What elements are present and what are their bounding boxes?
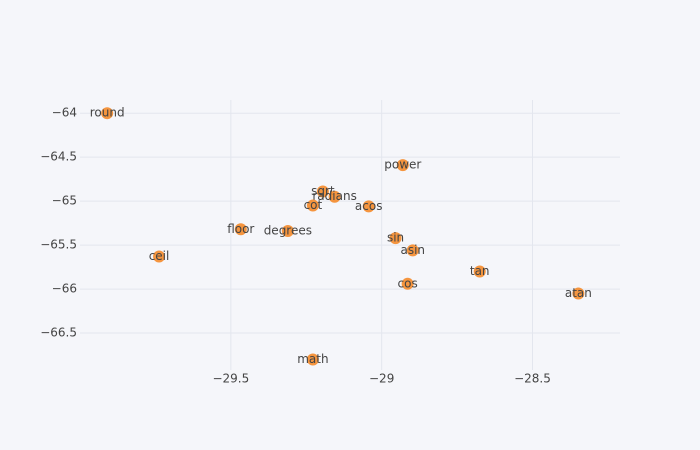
point-label: acos [355,199,383,213]
point [362,200,375,213]
point-label: cos [398,276,418,290]
point-label: ceil [149,249,170,263]
point [401,277,414,290]
point [306,353,319,366]
point-label: degrees [264,224,312,238]
x-tick-label: −29 [369,372,394,386]
point-label: math [297,352,328,366]
point [306,199,319,212]
point [316,185,329,198]
y-tick-label: −64 [52,106,77,120]
x-tick-label: −28.5 [514,372,551,386]
point [473,265,486,278]
point-label: radians [312,189,356,203]
point [396,159,409,172]
point-label: sin [387,231,404,245]
y-tick-label: −65.5 [40,238,77,252]
point-label: atan [565,286,592,300]
y-tick-label: −66.5 [40,326,77,340]
point [101,107,114,120]
point [234,223,247,236]
point-label: floor [227,222,254,236]
x-tick-label: −29.5 [212,372,249,386]
point-label: tan [470,264,490,278]
point [281,225,294,238]
y-tick-label: −65 [52,194,77,208]
point [406,244,419,257]
point-label: asin [400,243,425,257]
point [328,190,341,203]
y-tick-label: −66 [52,282,77,296]
point-label: power [384,158,421,172]
y-tick-label: −64.5 [40,150,77,164]
point-label: cot [304,198,323,212]
point [153,250,166,263]
point-label: sqrt [311,184,335,198]
point [572,287,585,300]
point [389,232,402,245]
point-label: round [90,106,125,120]
